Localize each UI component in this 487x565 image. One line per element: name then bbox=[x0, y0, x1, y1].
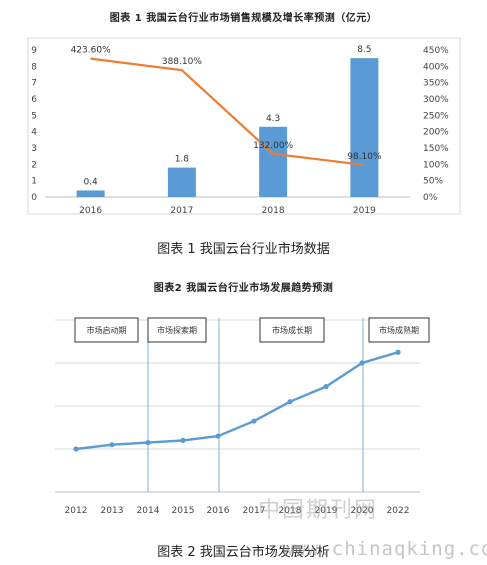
chart1-y2tick-label: 0% bbox=[423, 193, 438, 203]
chart2-phase-label: 市场成熟期 bbox=[379, 325, 419, 335]
chart1-line-label: 98.10% bbox=[347, 152, 382, 162]
chart1-xtick-label: 2018 bbox=[262, 206, 285, 216]
chart1-ytick-label: 8 bbox=[31, 62, 37, 72]
chart1-y2tick-label: 400% bbox=[423, 62, 449, 72]
chart1-bar-label: 1.8 bbox=[175, 155, 190, 165]
chart1-xtick-label: 2019 bbox=[353, 206, 376, 216]
chart1-title: 图表 1 我国云台行业市场销售规模及增长率预测（亿元） bbox=[109, 13, 378, 24]
chart1-growth-line bbox=[90, 57, 365, 167]
chart1-bar-label: 0.4 bbox=[83, 177, 98, 187]
chart1-y2tick-label: 200% bbox=[423, 128, 449, 138]
chart1-bar bbox=[259, 126, 288, 197]
chart1-y2tick-label: 50% bbox=[423, 177, 443, 187]
chart1-y2tick-label: 100% bbox=[423, 160, 449, 170]
chart1-bar-label: 4.3 bbox=[266, 114, 280, 124]
chart1-caption: 图表 1 我国云台行业市场数据 bbox=[157, 242, 330, 257]
chart2-point bbox=[287, 399, 293, 405]
chart2-xtick-label: 2016 bbox=[207, 506, 230, 516]
chart1-y2tick-label: 250% bbox=[423, 111, 449, 121]
chart1-bar bbox=[350, 58, 379, 197]
chart2-phase-box bbox=[368, 317, 430, 343]
chart2-point bbox=[73, 446, 79, 452]
chart1-ytick-label: 9 bbox=[31, 46, 37, 56]
chart1-y2tick-label: 150% bbox=[423, 144, 449, 154]
chart1-ytick-label: 4 bbox=[31, 128, 37, 138]
chart1-ytick-label: 5 bbox=[31, 111, 37, 121]
chart1-ytick-label: 2 bbox=[31, 160, 37, 170]
chart2-point bbox=[145, 439, 151, 446]
chart2-xtick-label: 2013 bbox=[101, 506, 124, 516]
chart2-xtick-label: 2012 bbox=[65, 506, 88, 516]
chart2-point bbox=[109, 442, 115, 448]
chart2-xtick-label: 2018 bbox=[279, 506, 302, 516]
chart2-point bbox=[215, 433, 221, 439]
chart2-xtick-label: 2015 bbox=[172, 506, 195, 516]
chart1-frame bbox=[27, 37, 461, 215]
chart2-phase-label: 市场成长期 bbox=[272, 325, 312, 335]
chart2-phase-label: 市场启动期 bbox=[87, 325, 127, 335]
watermark-url: www.chinaqking.com bbox=[282, 538, 487, 560]
chart1-bar bbox=[167, 167, 196, 197]
chart2-phase-box bbox=[147, 317, 207, 343]
chart2-point bbox=[395, 349, 401, 355]
chart1-bar-label: 8.5 bbox=[357, 45, 371, 55]
chart2-point bbox=[323, 384, 329, 390]
chart2-xtick-label: 2017 bbox=[243, 506, 266, 516]
chart2-trend-line bbox=[75, 351, 399, 451]
chart1-y2tick-label: 350% bbox=[423, 79, 449, 89]
chart1-ytick-label: 6 bbox=[31, 95, 37, 105]
chart2-xtick-label: 2014 bbox=[137, 506, 160, 516]
chart1-ytick-label: 3 bbox=[31, 144, 37, 154]
chart2-xtick-label: 2019 bbox=[315, 506, 338, 516]
chart1-y2tick-label: 300% bbox=[423, 95, 449, 105]
chart1-ytick-label: 0 bbox=[31, 193, 37, 203]
watermark-cn: 中国期刊网 bbox=[258, 498, 379, 523]
chart1-line-label: 423.60% bbox=[71, 46, 111, 56]
chart1-xtick-label: 2017 bbox=[170, 206, 193, 216]
chart2-point bbox=[180, 437, 186, 443]
chart2-caption: 图表 2 我国云台市场发展分析 bbox=[157, 545, 330, 560]
chart1-y2tick-label: 450% bbox=[423, 46, 449, 56]
chart2-phase-box bbox=[259, 317, 325, 343]
chart1-ytick-label: 1 bbox=[31, 177, 37, 187]
chart1-bar bbox=[76, 190, 105, 197]
chart2-point bbox=[251, 418, 257, 424]
chart1-line-label: 388.10% bbox=[162, 57, 202, 67]
chart1-line-label: 132.00% bbox=[253, 141, 293, 151]
chart2-title: 图表2 我国云台行业市场发展趋势预测 bbox=[153, 283, 334, 294]
chart2-point bbox=[359, 360, 365, 366]
chart1-ytick-label: 7 bbox=[31, 79, 37, 89]
chart1-svg: 0 1 2 3 4 5 6 7 8 9 0% 50% 100% 150% 200% 250% 300% 350% 4… bbox=[27, 37, 461, 216]
chart2-phase-box bbox=[74, 317, 139, 343]
chart2-phase-label: 市场探索期 bbox=[157, 325, 197, 335]
chart2-xtick-label: 2020 bbox=[351, 506, 374, 516]
chart2-xtick-label: 2022 bbox=[387, 506, 410, 516]
chart1-xtick-label: 2016 bbox=[79, 206, 102, 216]
